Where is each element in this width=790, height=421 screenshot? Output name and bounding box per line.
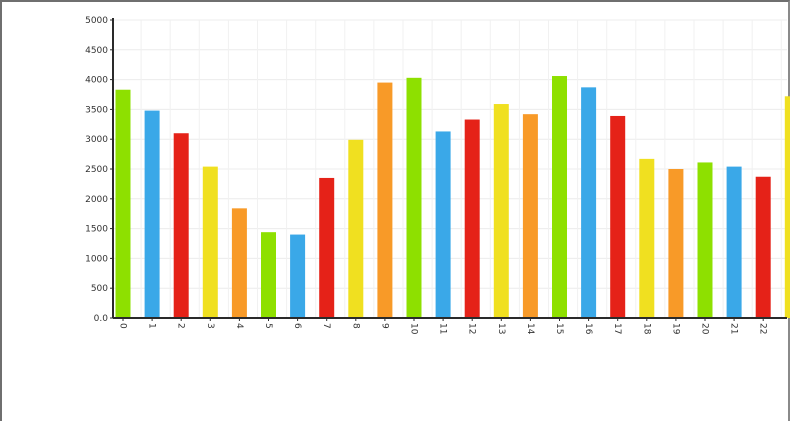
x-tick-label: 6 bbox=[292, 323, 302, 329]
x-tick-labels: 0 1 2 3 4 5 6 7 8 9 10 11 12 13 14 15 16 17 18 19 20 21 22 23 bbox=[118, 323, 790, 335]
y-tick-label: 3500 bbox=[85, 105, 108, 115]
axes bbox=[110, 18, 787, 321]
bar-11 bbox=[435, 131, 451, 318]
bar-9 bbox=[377, 82, 393, 318]
x-tick-label: 19 bbox=[670, 323, 680, 335]
bar-4 bbox=[231, 208, 247, 318]
bars bbox=[115, 76, 790, 319]
bar-0 bbox=[115, 89, 131, 319]
y-tick-label: 2000 bbox=[85, 195, 108, 205]
x-tick-label: 14 bbox=[525, 323, 535, 335]
bar-19 bbox=[668, 169, 684, 318]
y-tick-label: 3000 bbox=[85, 135, 108, 145]
bar-10 bbox=[406, 77, 422, 318]
bar-7 bbox=[319, 177, 335, 318]
x-tick-label: 10 bbox=[409, 323, 419, 335]
x-tick-label: 15 bbox=[554, 323, 564, 334]
x-tick-label: 21 bbox=[729, 323, 739, 334]
y-tick-labels: 0.0 500 1000 1500 2000 2500 3000 3500 4000 4500 50… bbox=[85, 16, 108, 324]
y-tick-label: 1500 bbox=[85, 225, 108, 235]
bar-5 bbox=[261, 232, 276, 318]
bar-17 bbox=[610, 115, 626, 319]
x-tick-label: 8 bbox=[350, 323, 360, 329]
bar-18 bbox=[639, 158, 655, 318]
bar-6 bbox=[290, 234, 306, 318]
y-tick-label: 5000 bbox=[85, 16, 108, 26]
x-tick-label: 7 bbox=[321, 323, 331, 329]
y-tick-label: 1000 bbox=[85, 254, 108, 264]
bar-12 bbox=[464, 119, 480, 318]
x-tick-label: 20 bbox=[700, 323, 710, 335]
bar-15 bbox=[552, 76, 567, 318]
x-tick-label: 18 bbox=[641, 323, 651, 335]
y-tick-label: 4500 bbox=[85, 46, 108, 56]
x-tick-label: 0 bbox=[118, 323, 128, 329]
y-tick-label: 0.0 bbox=[94, 314, 109, 324]
bar-1 bbox=[144, 110, 160, 318]
bar-23 bbox=[784, 96, 790, 319]
x-tick-label: 5 bbox=[263, 323, 273, 329]
y-tick-label: 500 bbox=[91, 284, 108, 294]
x-tick-label: 23 bbox=[787, 323, 790, 334]
y-tick-label: 2500 bbox=[85, 165, 108, 175]
bar-13 bbox=[493, 104, 509, 318]
x-tick-label: 22 bbox=[758, 323, 768, 334]
y-tick-label: 4000 bbox=[85, 76, 108, 86]
x-tick-label: 16 bbox=[583, 323, 593, 335]
bar-21 bbox=[726, 166, 742, 318]
x-tick-label: 12 bbox=[467, 323, 477, 334]
x-tick-label: 9 bbox=[379, 323, 389, 329]
x-tick-label: 13 bbox=[496, 323, 506, 334]
bar-22 bbox=[755, 176, 771, 318]
x-tick-label: 2 bbox=[176, 323, 186, 329]
bar-2 bbox=[173, 133, 189, 318]
x-tick-label: 3 bbox=[205, 323, 215, 329]
bar-14 bbox=[522, 114, 538, 318]
x-tick-label: 4 bbox=[234, 323, 244, 329]
x-tick-label: 1 bbox=[147, 323, 157, 329]
grid bbox=[113, 19, 787, 318]
bar-16 bbox=[581, 87, 597, 319]
x-tick-label: 17 bbox=[612, 323, 622, 334]
bar-3 bbox=[202, 166, 218, 318]
x-tick-label: 11 bbox=[438, 323, 448, 334]
bar-20 bbox=[697, 162, 713, 318]
bar-8 bbox=[348, 139, 364, 318]
